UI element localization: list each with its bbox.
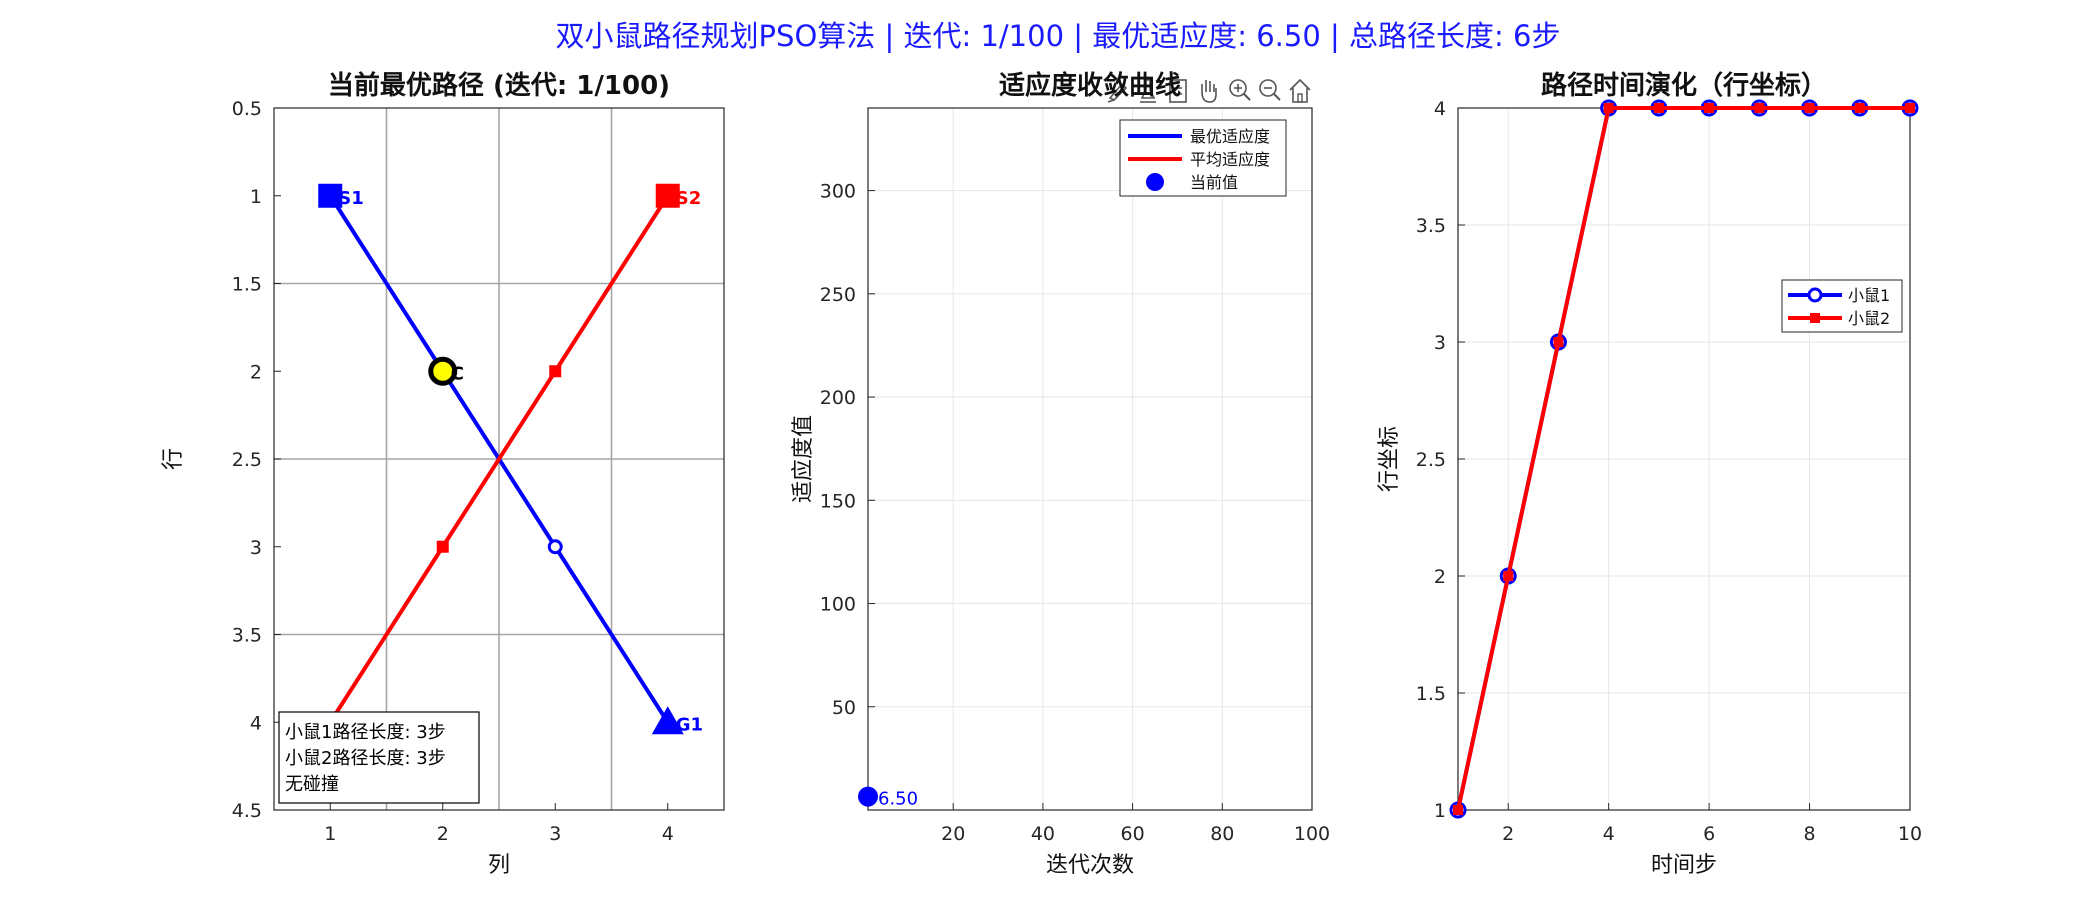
y-tick-label: 0.5	[232, 98, 262, 120]
legend-marker	[1810, 313, 1820, 323]
axes-toolbar	[1107, 78, 1311, 103]
x-axis-label: 迭代次数	[1046, 853, 1134, 878]
home-icon[interactable]	[1289, 78, 1311, 103]
y-tick-label: 2	[1434, 566, 1446, 588]
y-tick-label: 4	[250, 712, 262, 734]
zoom-in-icon[interactable]	[1229, 79, 1251, 101]
series-point-mouse2	[1754, 103, 1765, 113]
series-point-mouse2	[1854, 103, 1865, 113]
y-tick-label: 1	[1434, 800, 1446, 822]
series-point-mouse2	[1905, 103, 1915, 113]
series-point-mouse2	[1704, 103, 1715, 113]
legend-toggle-icon[interactable]	[1169, 79, 1187, 103]
series-point-mouse2	[1503, 571, 1514, 581]
y-tick-label: 2.5	[1416, 449, 1446, 471]
x-tick-label: 20	[941, 823, 965, 845]
series-point-mouse2	[1804, 103, 1815, 113]
marker-label: S2	[676, 188, 702, 209]
series-point-mouse2	[1603, 103, 1614, 113]
brush-icon[interactable]	[1107, 82, 1128, 103]
series-point-mouse2	[1453, 805, 1463, 815]
series-point-mouse2	[1653, 103, 1664, 113]
x-tick-label: 100	[1294, 823, 1330, 845]
y-axis-label: 行	[161, 448, 186, 470]
goal-marker	[651, 706, 684, 735]
x-axis-label: 时间步	[1651, 853, 1717, 878]
current-value-label: 6.50	[878, 789, 918, 810]
y-tick-label: 300	[820, 181, 856, 203]
legend-box	[1781, 279, 1903, 333]
x-axis-label: 列	[488, 853, 510, 878]
y-tick-label: 3.5	[1416, 215, 1446, 237]
y-tick-label: 4	[1434, 98, 1446, 120]
legend-label: 当前值	[1190, 173, 1238, 192]
y-axis-label: 适应度值	[791, 415, 816, 503]
path-point-mouse2	[436, 540, 449, 553]
legend-marker	[1146, 173, 1164, 191]
info-box	[278, 711, 480, 804]
x-tick-label: 4	[1603, 823, 1615, 845]
marker-label: S1	[338, 188, 364, 209]
y-tick-label: 50	[832, 697, 856, 719]
y-tick-label: 200	[820, 387, 856, 409]
x-tick-label: 4	[662, 823, 674, 845]
axes-box	[867, 107, 1313, 811]
path-point-mouse1	[547, 539, 563, 555]
x-tick-label: 2	[437, 823, 449, 845]
info-box-line: 小鼠2路径长度: 3步	[285, 748, 446, 769]
x-tick-label: 40	[1031, 823, 1055, 845]
info-box-line: 小鼠1路径长度: 3步	[285, 722, 446, 743]
plot-title: 路径时间演化（行坐标）	[1541, 70, 1827, 101]
y-tick-label: 100	[820, 594, 856, 616]
x-tick-label: 80	[1210, 823, 1234, 845]
y-tick-label: 150	[820, 490, 856, 512]
pan-icon[interactable]	[1201, 80, 1217, 103]
legend-label: 小鼠1	[1848, 286, 1890, 305]
marker-label: G1	[676, 714, 703, 735]
y-tick-label: 1.5	[1416, 683, 1446, 705]
start-marker	[655, 183, 680, 208]
plot-area	[868, 108, 1312, 810]
y-tick-label: 4.5	[232, 800, 262, 822]
start-marker	[318, 183, 343, 208]
y-tick-label: 250	[820, 284, 856, 306]
legend-label: 平均适应度	[1190, 150, 1270, 169]
x-tick-label: 2	[1502, 823, 1514, 845]
plot-title: 适应度收敛曲线	[999, 70, 1181, 101]
marker-label: C	[451, 363, 464, 384]
y-axis-label: 行坐标	[1377, 426, 1402, 492]
x-tick-label: 10	[1898, 823, 1922, 845]
figure-title: 双小鼠路径规划PSO算法 | 迭代: 1/100 | 最优适应度: 6.50 |…	[556, 19, 1561, 53]
legend-marker	[1807, 287, 1823, 303]
x-tick-label: 3	[549, 823, 561, 845]
y-tick-label: 3	[1434, 332, 1446, 354]
x-tick-label: 6	[1703, 823, 1715, 845]
y-tick-label: 3.5	[232, 625, 262, 647]
y-tick-label: 3	[250, 537, 262, 559]
x-tick-label: 1	[324, 823, 336, 845]
series-point-mouse2	[1553, 337, 1564, 347]
y-tick-label: 2.5	[232, 449, 262, 471]
path-point-mouse2	[549, 365, 562, 378]
path-line-mouse2	[328, 194, 670, 724]
legend-label: 最优适应度	[1190, 127, 1270, 146]
datatip-icon[interactable]	[1140, 79, 1156, 103]
y-tick-label: 1	[250, 186, 262, 208]
x-tick-label: 60	[1121, 823, 1145, 845]
zoom-out-icon[interactable]	[1259, 79, 1281, 101]
current-value-point	[858, 786, 878, 807]
y-tick-label: 1.5	[232, 274, 262, 296]
collision-marker	[428, 356, 458, 386]
y-tick-label: 2	[250, 361, 262, 383]
plot-title: 当前最优路径 (迭代: 1/100)	[328, 70, 670, 101]
series-line-mouse2	[1456, 106, 1910, 811]
x-tick-label: 8	[1804, 823, 1816, 845]
legend-label: 小鼠2	[1848, 309, 1890, 328]
info-box-line: 无碰撞	[285, 774, 339, 795]
